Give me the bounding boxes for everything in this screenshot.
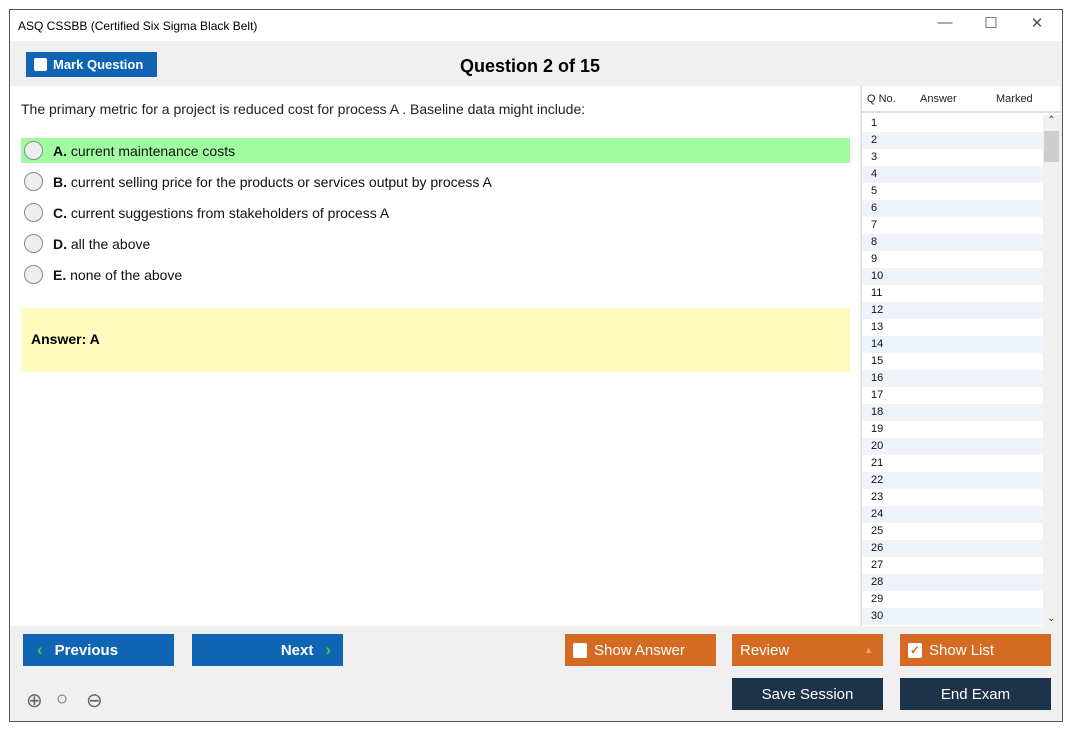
answer-option[interactable]: E. none of the above	[21, 262, 850, 287]
chevron-left-icon: ‹	[37, 640, 43, 659]
header-answer: Answer	[920, 92, 957, 105]
app-window: ASQ CSSBB (Certified Six Sigma Black Bel…	[9, 9, 1063, 722]
answer-option[interactable]: D. all the above	[21, 231, 850, 256]
question-list-row[interactable]: 2	[862, 132, 1044, 149]
previous-button[interactable]: ‹ Previous	[23, 634, 174, 666]
show-list-label: Show List	[929, 641, 995, 659]
checkbox-icon	[34, 58, 47, 71]
next-label: Next	[280, 641, 314, 659]
question-list-row[interactable]: 21	[871, 457, 884, 469]
zoom-in-icon[interactable]: ⊕	[26, 690, 43, 712]
next-button[interactable]: Next ›	[192, 634, 343, 666]
radio-button[interactable]	[24, 265, 43, 284]
mark-question-button[interactable]: Mark Question	[26, 52, 157, 77]
answer-box: Answer: A	[21, 308, 850, 372]
title-bar: ASQ CSSBB (Certified Six Sigma Black Bel…	[10, 10, 1062, 41]
question-list-row[interactable]: 19	[871, 423, 884, 435]
close-button[interactable]: ✕	[1030, 15, 1044, 32]
option-text: all the above	[70, 235, 151, 252]
option-letter: C.	[53, 204, 67, 221]
question-list-row[interactable]: 24	[862, 506, 1044, 523]
checkbox-icon	[573, 642, 587, 658]
question-list-row[interactable]: 23	[871, 491, 884, 503]
question-panel: The primary metric for a project is redu…	[10, 86, 860, 626]
radio-button[interactable]	[24, 141, 43, 160]
question-list-row[interactable]: 13	[871, 321, 884, 333]
option-text: current selling price for the products o…	[70, 173, 492, 190]
answer-option[interactable]: B. current selling price for the product…	[21, 169, 850, 194]
question-list-row[interactable]: 30	[862, 608, 1044, 625]
question-list-row[interactable]: 26	[862, 540, 1044, 557]
question-list-row[interactable]: 17	[871, 389, 884, 401]
scrollbar-thumb[interactable]	[1044, 131, 1059, 162]
question-list-row[interactable]: 18	[862, 404, 1044, 421]
question-list-row[interactable]: 11	[871, 287, 883, 299]
question-list-row[interactable]: 22	[862, 472, 1044, 489]
question-list-row[interactable]: 5	[871, 185, 878, 197]
question-list-row[interactable]: 15	[871, 355, 884, 367]
end-exam-button[interactable]: End Exam	[900, 678, 1051, 710]
header-qno: Q No.	[867, 92, 896, 105]
answer-option[interactable]: C. current suggestions from stakeholders…	[21, 200, 850, 225]
radio-button[interactable]	[24, 203, 43, 222]
question-text: The primary metric for a project is redu…	[21, 101, 586, 117]
maximize-button[interactable]: ☐	[984, 15, 998, 32]
review-label: Review	[740, 641, 790, 659]
zoom-reset-icon[interactable]: ○	[56, 688, 69, 710]
review-dropdown[interactable]: Review ▲	[732, 634, 883, 666]
question-list-row[interactable]: 12	[862, 302, 1044, 319]
save-session-button[interactable]: Save Session	[732, 678, 883, 710]
show-answer-label: Show Answer	[594, 641, 685, 659]
question-counter: Question 2 of 15	[459, 56, 601, 76]
question-list-row[interactable]: 29	[871, 593, 884, 605]
question-list-row[interactable]: 28	[862, 574, 1044, 591]
window-title: ASQ CSSBB (Certified Six Sigma Black Bel…	[18, 19, 258, 33]
scrollbar[interactable]: ⌃ ⌄	[1043, 115, 1060, 626]
question-list-row[interactable]: 3	[871, 151, 878, 163]
mark-question-label: Mark Question	[53, 57, 144, 72]
previous-label: Previous	[54, 641, 119, 659]
minimize-button[interactable]: —	[937, 14, 953, 31]
question-list-row[interactable]: 14	[862, 336, 1044, 353]
question-list-row[interactable]: 1	[871, 117, 878, 129]
scroll-down-icon[interactable]: ⌄	[1047, 613, 1056, 624]
zoom-out-icon[interactable]: ⊖	[86, 690, 103, 712]
caret-up-icon: ▲	[864, 645, 873, 655]
option-letter: B.	[53, 173, 67, 190]
question-list-row[interactable]: 27	[871, 559, 884, 571]
option-text: current maintenance costs	[70, 142, 236, 159]
question-list-row[interactable]: 10	[862, 268, 1044, 285]
header-marked: Marked	[996, 92, 1033, 105]
question-list-row[interactable]: 25	[871, 525, 884, 537]
answer-option[interactable]: A. current maintenance costs	[21, 138, 850, 163]
option-letter: E.	[53, 266, 67, 283]
show-list-button[interactable]: ✓ Show List	[900, 634, 1051, 666]
scroll-up-icon[interactable]: ⌃	[1047, 115, 1056, 126]
question-list-row[interactable]: 6	[862, 200, 1044, 217]
question-list-row[interactable]: 20	[862, 438, 1044, 455]
question-list-row[interactable]: 4	[862, 166, 1044, 183]
question-list-row[interactable]: 16	[862, 370, 1044, 387]
question-list-row[interactable]: 8	[862, 234, 1044, 251]
option-text: none of the above	[70, 266, 183, 283]
question-list-row[interactable]: 9	[871, 253, 878, 265]
checkbox-checked-icon: ✓	[908, 642, 922, 658]
question-list: Q No. Answer Marked 1 2 3 4 5 6 7 8 9 10 11 12 13 14 1…	[861, 86, 1060, 626]
radio-button[interactable]	[24, 172, 43, 191]
radio-button[interactable]	[24, 234, 43, 253]
option-letter: D.	[53, 235, 67, 252]
question-list-header: Q No. Answer Marked	[862, 86, 1060, 113]
question-list-row[interactable]: 7	[871, 219, 878, 231]
option-letter: A.	[53, 142, 67, 159]
show-answer-button[interactable]: Show Answer	[565, 634, 716, 666]
chevron-right-icon: ›	[325, 640, 331, 659]
option-text: current suggestions from stakeholders of…	[70, 204, 390, 221]
